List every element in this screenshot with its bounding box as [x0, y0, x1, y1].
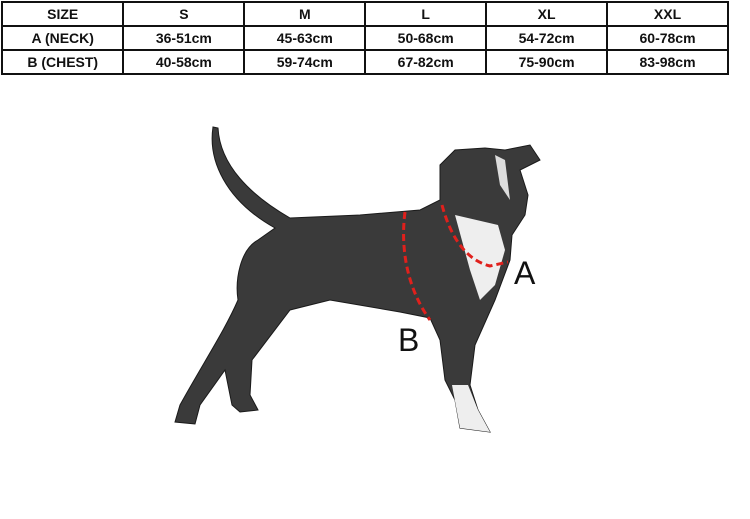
chest-white-patch — [455, 215, 505, 300]
table-cell: 67-82cm — [364, 49, 488, 75]
table-cell: 40-58cm — [122, 49, 246, 75]
table-cell: 50-68cm — [364, 25, 488, 51]
row-label: A (NECK) — [0, 25, 125, 51]
header-cell: M — [243, 1, 367, 27]
table-cell: 83-98cm — [606, 49, 729, 75]
neck-measure-line — [440, 204, 509, 268]
table-cell: 59-74cm — [243, 49, 367, 75]
header-cell: XL — [485, 1, 609, 27]
table-cell: 54-72cm — [485, 25, 609, 51]
table-cell: 75-90cm — [485, 49, 609, 75]
chest-measure-line — [402, 211, 432, 321]
header-cell: XXL — [606, 1, 729, 27]
header-cell: L — [364, 1, 488, 27]
size-chart-table: SIZE S M L XL XXL A (NECK) 36-51cm 45-63… — [0, 1, 729, 75]
table-row: B (CHEST) 40-58cm 59-74cm 67-82cm 75-90c… — [0, 49, 729, 75]
table-cell: 36-51cm — [122, 25, 246, 51]
row-label: B (CHEST) — [0, 49, 125, 75]
header-cell: S — [122, 1, 246, 27]
front-paw-white — [452, 385, 490, 432]
label-a-neck: A — [514, 255, 536, 291]
label-b-chest: B — [398, 322, 420, 358]
table-cell: 45-63cm — [243, 25, 367, 51]
table-cell: 60-78cm — [606, 25, 729, 51]
table-header-row: SIZE S M L XL XXL — [0, 1, 729, 27]
blaze-white — [495, 155, 510, 200]
dog-illustration — [174, 126, 541, 433]
header-cell: SIZE — [0, 1, 125, 27]
table-row: A (NECK) 36-51cm 45-63cm 50-68cm 54-72cm… — [0, 25, 729, 51]
dog-silhouette — [174, 126, 541, 433]
